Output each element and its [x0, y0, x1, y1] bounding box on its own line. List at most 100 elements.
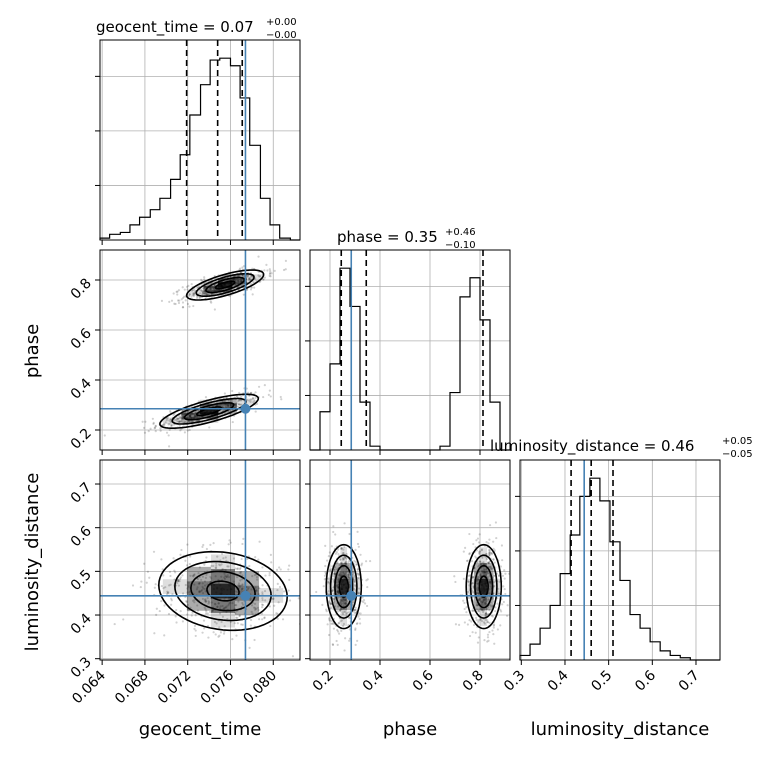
sample-point [505, 614, 509, 617]
sample-point [356, 568, 359, 572]
sample-point [331, 589, 334, 592]
sample-point [338, 574, 341, 577]
contour-line [214, 280, 236, 290]
sample-point [337, 574, 341, 577]
sample-point [261, 566, 264, 569]
sample-point [248, 277, 251, 280]
sample-point [491, 615, 494, 618]
sample-point [204, 576, 208, 580]
sample-point [337, 632, 341, 635]
tick-label-x-luminosity-distance: 0.3 [501, 668, 528, 695]
sample-point [486, 598, 490, 601]
sample-point [254, 556, 257, 559]
sample-point [475, 604, 478, 607]
sample-point [188, 562, 191, 566]
sample-point [354, 606, 357, 609]
sample-point [177, 584, 180, 587]
sample-point [207, 293, 210, 296]
sample-point [353, 580, 356, 583]
density-cell [210, 583, 236, 599]
sample-point [341, 612, 345, 616]
sample-point [193, 598, 196, 602]
sample-point [248, 279, 251, 282]
sample-point [336, 643, 339, 647]
sample-point [332, 598, 335, 601]
sample-point [492, 626, 495, 629]
density-cell [218, 403, 237, 410]
sample-point [265, 263, 268, 266]
sample-point [261, 605, 264, 609]
sample-point [488, 552, 491, 555]
sample-point [174, 615, 177, 618]
tick-label-x-phase: 0.4 [360, 667, 387, 694]
sample-point [330, 622, 333, 625]
sample-point [463, 607, 466, 611]
sample-point [201, 631, 204, 634]
sample-point [249, 400, 252, 403]
sample-point [205, 293, 209, 296]
sample-point [348, 532, 351, 536]
sample-point [251, 396, 255, 400]
sample-point [194, 634, 197, 638]
sample-point [484, 618, 487, 622]
sample-point [273, 604, 276, 607]
sample-point [487, 565, 491, 569]
sample-point [365, 560, 368, 563]
sample-point [239, 403, 242, 406]
sample-point [354, 548, 357, 551]
sample-point [288, 564, 291, 567]
sample-point [236, 567, 239, 571]
sample-point [175, 621, 178, 624]
sample-point [324, 544, 327, 547]
sample-point [288, 599, 292, 602]
sample-point [145, 581, 148, 584]
sample-point [485, 541, 488, 544]
sample-point [496, 628, 499, 631]
sample-point [217, 563, 221, 566]
sample-point [202, 292, 205, 295]
sample-point [329, 570, 332, 573]
sample-point [171, 593, 174, 596]
sample-point [255, 576, 259, 579]
sample-point [232, 557, 236, 560]
sample-point [208, 601, 211, 604]
sample-point [194, 629, 197, 632]
sample-point [326, 580, 330, 584]
sample-point [347, 561, 350, 564]
sample-point [476, 641, 480, 644]
sample-point [183, 421, 187, 424]
density-cell [487, 578, 494, 595]
sample-point [297, 597, 300, 600]
sample-point [180, 548, 183, 552]
sample-point [240, 557, 243, 561]
sample-point [342, 557, 345, 560]
sample-point [178, 420, 181, 424]
sample-point [205, 573, 208, 576]
sample-point [346, 575, 350, 579]
sample-point [204, 600, 208, 603]
sample-point [191, 599, 195, 602]
sample-point [185, 600, 188, 603]
sample-point [241, 584, 244, 587]
histogram-luminosity-distance [519, 477, 720, 661]
sample-point [365, 604, 369, 608]
sample-point [342, 622, 346, 626]
sample-point [257, 608, 260, 612]
sample-point [332, 574, 335, 578]
sample-point [343, 610, 346, 613]
sample-point [173, 302, 176, 305]
sample-point [212, 564, 215, 568]
sample-point [228, 539, 231, 542]
sample-point [340, 619, 343, 622]
sample-point [204, 600, 207, 603]
sample-point [362, 600, 365, 604]
sample-point [195, 296, 199, 299]
sample-point [476, 537, 480, 540]
sample-point [284, 259, 288, 263]
sample-point [237, 399, 240, 403]
sample-point [328, 617, 331, 620]
density-cell [181, 412, 200, 420]
sample-point [246, 275, 250, 278]
sample-point [306, 592, 308, 594]
sample-point [153, 426, 156, 430]
